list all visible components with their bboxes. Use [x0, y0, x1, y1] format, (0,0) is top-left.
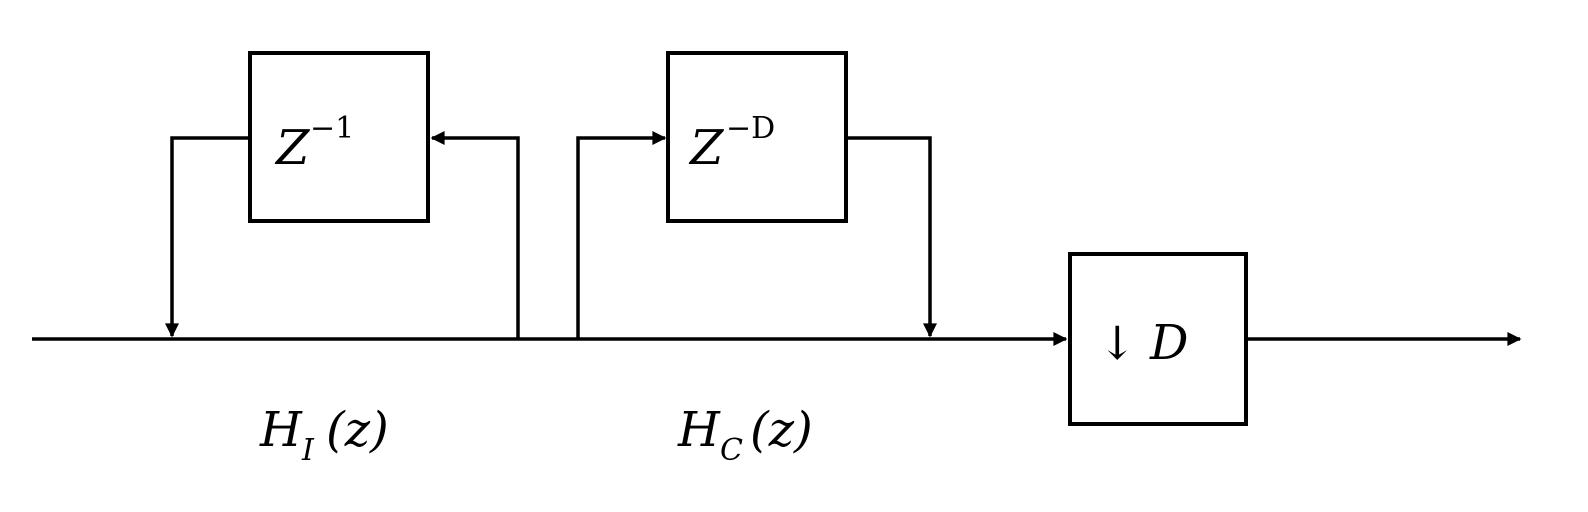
- delay-d-box: [666, 51, 848, 223]
- integrator-label: H I (z): [259, 402, 389, 468]
- delay-d-exponent: −D: [726, 111, 775, 146]
- downsampler-block: ↓ D: [1068, 252, 1248, 426]
- delay-one-box: [248, 51, 430, 223]
- downsample-arrow-icon: ↓: [1098, 316, 1137, 370]
- comb-tap-line: [576, 131, 667, 339]
- comb-label-subscript: C: [720, 433, 743, 468]
- integrator-label-subscript: I: [301, 433, 315, 468]
- downsampler-box: [1068, 252, 1248, 426]
- delay-one-base: Z: [274, 120, 311, 176]
- comb-label: H C (z): [677, 402, 813, 468]
- comb-delayed-line: [848, 136, 937, 338]
- downsample-factor: D: [1149, 315, 1188, 371]
- delay-one-block: Z −1: [248, 51, 430, 223]
- integrator-label-argument: (z): [326, 402, 389, 458]
- comb-label-argument: (z): [750, 402, 813, 458]
- delay-one-exponent: −1: [310, 111, 354, 146]
- integrator-tap-line: [430, 131, 520, 339]
- delay-d-base: Z: [688, 120, 725, 176]
- delay-d-block: Z −D: [666, 51, 848, 223]
- integrator-label-base: H: [259, 402, 303, 458]
- comb-label-base: H: [677, 402, 721, 458]
- integrator-feedback-line: [165, 136, 250, 338]
